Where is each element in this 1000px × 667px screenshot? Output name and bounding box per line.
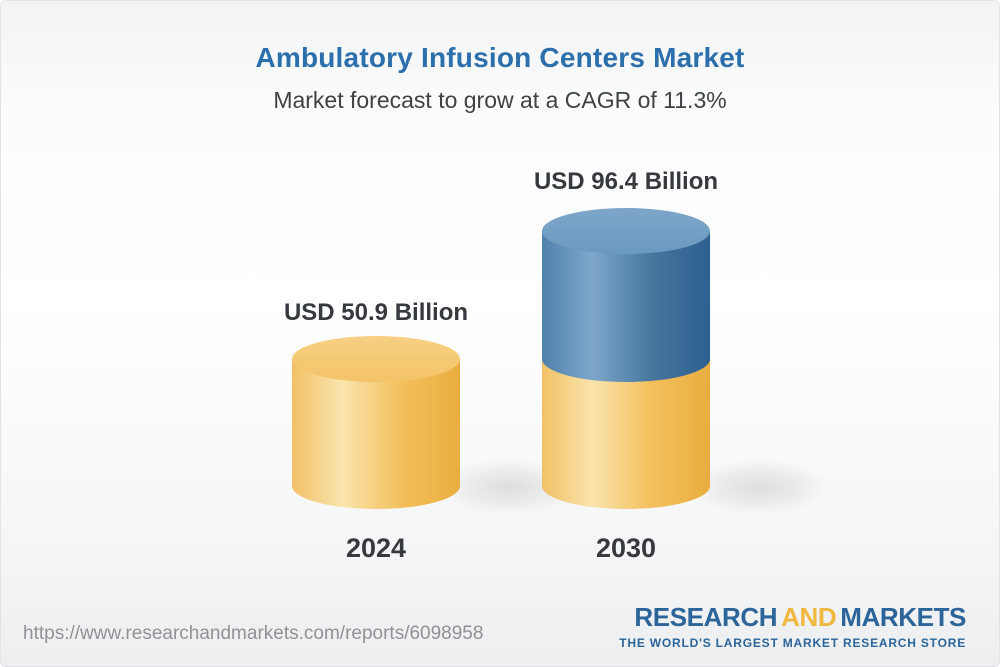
- cylinder-2024-body: [292, 359, 460, 509]
- report-url-link[interactable]: https://www.researchandmarkets.com/repor…: [23, 623, 484, 644]
- logo-word-and: AND: [781, 602, 837, 632]
- research-and-markets-logo: RESEARCH AND MARKETS THE WORLD'S LARGEST M…: [619, 602, 966, 650]
- logo-word-markets: MARKETS: [840, 602, 966, 632]
- category-label-2030: 2030: [595, 533, 657, 563]
- category-label-2024: 2024: [345, 533, 407, 563]
- cylinder-2030-shadow: [689, 459, 829, 515]
- logo-wordmark: RESEARCH AND MARKETS: [619, 602, 966, 633]
- logo-word-research: RESEARCH: [634, 602, 778, 632]
- cylinder-2030-base-body: [542, 359, 710, 509]
- value-label-2024: USD 50.9 Billion: [283, 299, 469, 326]
- cylinder-2024-top: [292, 336, 460, 382]
- cylinder-2030-growth-body: [542, 231, 710, 382]
- page-title: Ambulatory Infusion Centers Market: [255, 42, 745, 73]
- page-subtitle: Market forecast to grow at a CAGR of 11.…: [273, 87, 727, 113]
- value-label-2030: USD 96.4 Billion: [533, 168, 719, 195]
- cylinder-2030-top: [542, 208, 710, 254]
- logo-tagline: THE WORLD'S LARGEST MARKET RESEARCH STOR…: [619, 636, 966, 650]
